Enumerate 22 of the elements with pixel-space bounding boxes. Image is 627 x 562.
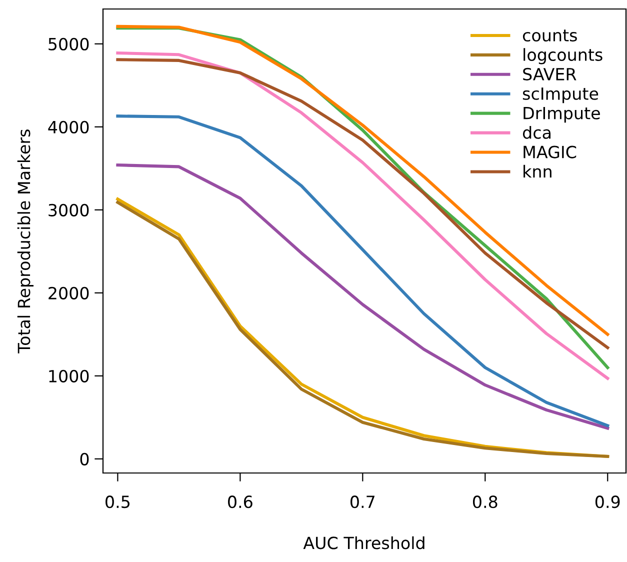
- y-tick-label: 5000: [48, 38, 89, 50]
- legend-label: logcounts: [524, 48, 602, 64]
- legend-label: knn: [524, 164, 552, 178]
- legend-label: SAVER: [523, 68, 576, 80]
- y-tick-label: 1000: [49, 370, 89, 382]
- x-tick-label: 0.5: [106, 496, 130, 508]
- x-tick-label: 0.7: [350, 496, 374, 508]
- line-series: [116, 164, 610, 430]
- x-tick-label: 0.6: [228, 496, 252, 508]
- legend-label: dca: [522, 126, 550, 139]
- y-tick-label: 2000: [48, 286, 89, 300]
- y-axis-title: Total Reproducible Markers: [17, 130, 34, 354]
- y-tick-label: 4000: [48, 120, 89, 134]
- x-tick-label: 0.8: [472, 496, 498, 508]
- y-tick-label: 3000: [48, 204, 89, 216]
- y-tick-label: 0: [80, 452, 89, 466]
- legend-label: DrImpute: [524, 107, 600, 123]
- x-axis-title: AUC Threshold: [303, 536, 424, 550]
- legend-label: counts: [522, 30, 577, 42]
- legend-label: MAGIC: [524, 146, 576, 158]
- legend-label: scImpute: [522, 88, 598, 104]
- x-tick-label: 0.9: [595, 496, 620, 508]
